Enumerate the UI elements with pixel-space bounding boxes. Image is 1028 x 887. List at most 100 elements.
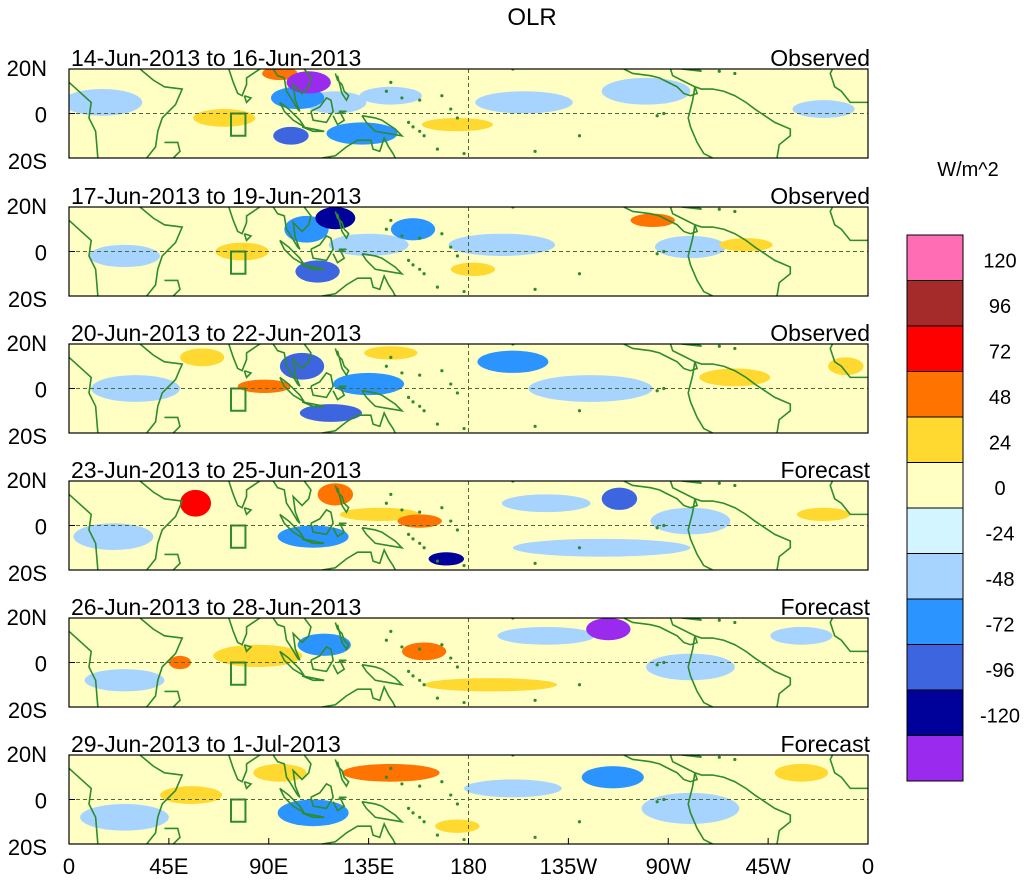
coastline bbox=[681, 618, 702, 622]
colorbar-swatch bbox=[906, 735, 964, 782]
island-marker bbox=[406, 120, 411, 124]
colorbar-label: 96 bbox=[989, 296, 1011, 318]
olr-anomaly-blob bbox=[179, 489, 212, 517]
panel-date-range: 23-Jun-2013 to 25-Jun-2013 bbox=[71, 457, 361, 483]
island-marker bbox=[717, 755, 721, 759]
x-tick-label: 90W bbox=[646, 854, 691, 879]
coastline bbox=[243, 369, 253, 379]
island-marker bbox=[455, 391, 460, 395]
island-marker bbox=[440, 506, 444, 510]
island-marker bbox=[449, 245, 453, 249]
coastline bbox=[623, 69, 699, 97]
island-marker bbox=[462, 289, 466, 294]
olr-anomaly-blob bbox=[326, 122, 398, 145]
island-marker bbox=[662, 249, 666, 254]
coastline bbox=[831, 628, 868, 653]
coastline bbox=[681, 755, 702, 759]
island-marker bbox=[400, 234, 404, 238]
coastline bbox=[623, 755, 699, 783]
coastline bbox=[164, 279, 181, 296]
island-marker bbox=[418, 510, 422, 514]
island-marker bbox=[411, 811, 415, 815]
coastline bbox=[272, 69, 312, 112]
island-marker bbox=[733, 209, 737, 214]
y-tick-label: 20S bbox=[8, 424, 47, 449]
colorbar-label: 0 bbox=[994, 478, 1005, 500]
island-marker bbox=[418, 647, 422, 651]
olr-anomaly-blob bbox=[390, 218, 436, 241]
island-marker bbox=[422, 134, 426, 138]
y-tick-label: 0 bbox=[35, 241, 47, 266]
panels: 20N 0 20S 14-Jun-2013 to 16-Jun-2013 Observe… bbox=[7, 45, 871, 860]
olr-anomaly-blob bbox=[792, 100, 855, 118]
island-marker bbox=[389, 492, 393, 496]
x-axis: 0 45E 90E 135E 180 135W 90W 45W 0 bbox=[63, 838, 874, 879]
olr-anomaly-blob bbox=[450, 262, 496, 276]
coastline bbox=[310, 234, 334, 262]
x-tick-label: 0 bbox=[862, 854, 874, 879]
coastline bbox=[310, 371, 334, 399]
map-field bbox=[69, 755, 868, 844]
y-tick-label: 20N bbox=[7, 605, 47, 630]
island-marker bbox=[449, 107, 453, 111]
y-tick-label: 20S bbox=[8, 149, 47, 174]
olr-anomaly-blob bbox=[297, 633, 351, 656]
coastline bbox=[829, 344, 834, 356]
panel-source-label: Observed bbox=[770, 45, 870, 71]
colorbar-swatch bbox=[906, 371, 964, 418]
colorbar: 120 96 72 48 24 0 -24 -48 -72 -96 -120 bbox=[906, 234, 1020, 782]
panel-date-range: 20-Jun-2013 to 22-Jun-2013 bbox=[71, 320, 361, 346]
coastline bbox=[272, 344, 312, 387]
coastline bbox=[332, 110, 347, 126]
coastline bbox=[681, 69, 702, 73]
y-tick-label: 20S bbox=[8, 835, 47, 860]
coastline bbox=[197, 207, 261, 235]
island-marker bbox=[455, 528, 460, 532]
coastline bbox=[69, 767, 99, 844]
panel-source-label: Forecast bbox=[781, 731, 871, 757]
island-marker bbox=[389, 80, 393, 84]
island-marker bbox=[455, 665, 460, 669]
coastline bbox=[334, 759, 350, 788]
colorbar-swatch bbox=[906, 553, 964, 600]
island-marker bbox=[418, 678, 422, 682]
coastline bbox=[687, 361, 713, 433]
coastline bbox=[243, 232, 253, 242]
island-marker bbox=[717, 69, 721, 73]
coastline bbox=[164, 827, 181, 844]
coastline bbox=[139, 69, 184, 158]
coastline bbox=[361, 663, 405, 686]
colorbar-label: -120 bbox=[980, 706, 1020, 728]
coastline bbox=[681, 344, 702, 348]
coastline bbox=[272, 618, 312, 661]
island-marker bbox=[717, 207, 721, 211]
coastline bbox=[197, 69, 261, 97]
island-marker bbox=[577, 546, 582, 550]
island-marker bbox=[422, 272, 426, 276]
olr-anomaly-blob bbox=[213, 644, 303, 667]
island-marker bbox=[384, 501, 388, 505]
y-tick-label: 20S bbox=[8, 561, 47, 586]
coastline bbox=[197, 755, 261, 783]
coastline bbox=[197, 344, 261, 372]
coastline bbox=[321, 135, 396, 158]
olr-anomaly-blob bbox=[397, 514, 442, 528]
island-marker bbox=[418, 98, 422, 102]
island-marker bbox=[662, 660, 666, 665]
x-tick-label: 45W bbox=[746, 854, 791, 879]
map-panel: 20N 0 20S 23-Jun-2013 to 25-Jun-2013 Forecas… bbox=[7, 457, 871, 586]
island-marker bbox=[440, 780, 444, 784]
y-tick-label: 20N bbox=[7, 331, 47, 356]
coastline bbox=[272, 755, 312, 798]
coastline bbox=[694, 635, 792, 707]
coastline bbox=[694, 361, 792, 433]
y-tick-label: 20N bbox=[7, 742, 47, 767]
coastline bbox=[321, 821, 396, 844]
olr-anomaly-blob bbox=[512, 538, 691, 557]
olr-anomaly-blob bbox=[84, 669, 165, 692]
olr-anomaly-blob bbox=[168, 655, 192, 670]
colorbar-swatch bbox=[906, 234, 964, 281]
coastline bbox=[139, 618, 184, 707]
olr-anomaly-blob bbox=[253, 763, 307, 782]
olr-anomaly-blob bbox=[828, 357, 864, 376]
